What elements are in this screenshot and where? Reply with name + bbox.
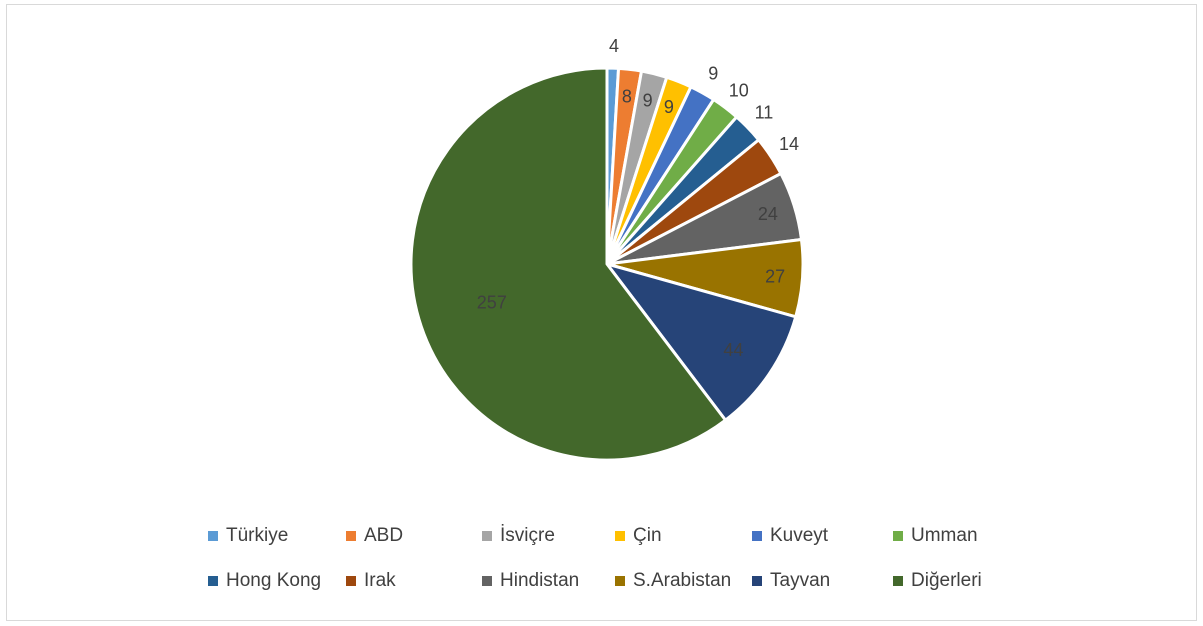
legend-item: Tayvan [752, 570, 830, 592]
legend-swatch [346, 576, 356, 586]
data-label-10: 44 [723, 340, 743, 360]
data-label-5: 10 [729, 80, 749, 100]
legend-swatch [752, 531, 762, 541]
legend-label: Çin [633, 525, 662, 546]
legend-item: Umman [893, 525, 978, 547]
data-label-6: 11 [755, 103, 774, 123]
legend-swatch [346, 531, 356, 541]
data-label-11: 257 [477, 293, 507, 313]
legend-swatch [615, 531, 625, 541]
legend-label: Hindistan [500, 570, 580, 591]
pie-slice-11 [409, 66, 727, 462]
data-label-0: 4 [609, 36, 619, 56]
legend-item: ABD [346, 525, 403, 547]
legend-swatch [482, 576, 492, 586]
legend-label: Kuveyt [770, 525, 829, 546]
legend-label: Irak [364, 570, 396, 591]
legend-item: Kuveyt [752, 525, 828, 547]
legend-label: Türkiye [226, 525, 289, 546]
data-label-7: 14 [779, 134, 799, 154]
legend-item: Diğerleri [893, 570, 982, 592]
data-label-3: 9 [664, 97, 674, 117]
data-label-4: 9 [708, 64, 718, 84]
legend-swatch [893, 531, 903, 541]
legend-swatch [482, 531, 492, 541]
legend-swatch [893, 576, 903, 586]
data-label-9: 27 [765, 266, 785, 286]
legend-item: Çin [615, 525, 662, 547]
pie-slice-10 [605, 262, 798, 422]
legend-swatch [615, 576, 625, 586]
legend-item: S.Arabistan [615, 570, 731, 592]
data-label-1: 8 [622, 87, 632, 107]
legend-item: İsviçre [482, 525, 555, 547]
legend-label: S.Arabistan [633, 570, 732, 591]
legend-swatch [208, 576, 218, 586]
legend-item: Hong Kong [208, 570, 321, 592]
data-label-2: 9 [643, 90, 653, 110]
data-label-8: 24 [758, 204, 778, 224]
legend-label: Tayvan [770, 570, 831, 591]
legend-label: Hong Kong [226, 570, 322, 591]
legend-item: Türkiye [208, 525, 288, 547]
legend-label: ABD [364, 525, 404, 546]
legend-label: Umman [911, 525, 978, 546]
legend-item: Irak [346, 570, 396, 592]
legend-label: Diğerleri [911, 570, 982, 591]
legend-swatch [752, 576, 762, 586]
legend-label: İsviçre [500, 525, 555, 546]
legend-item: Hindistan [482, 570, 579, 592]
legend-swatch [208, 531, 218, 541]
